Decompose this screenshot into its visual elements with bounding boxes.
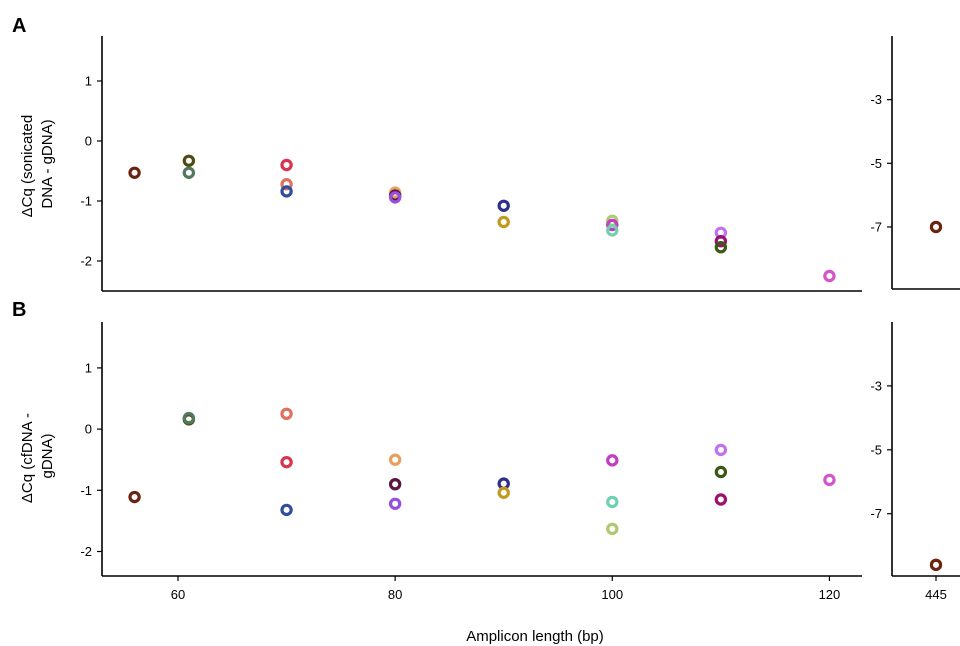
panel-b-data-point	[388, 453, 402, 466]
panel-a-inset-y-tick-label: -3	[870, 92, 882, 107]
x-axis-title: Amplicon length (bp)	[466, 628, 604, 645]
panel-b-y-tick-label: 1	[85, 360, 92, 375]
panel-b-inset-y-tick-label: -3	[870, 378, 882, 393]
panel-b-data-point	[606, 522, 619, 536]
plot-layer: 1 0 -1 -2 -3 -5 -7 1 0 -1 -2 60 80 100 120 -3 -5 -7 445	[80, 36, 960, 602]
panel-a-data-point	[280, 185, 293, 198]
panel-a-y-axis-title: ΔCq (sonicated DNA - gDNA)	[19, 111, 56, 218]
panel-a-inset-y-tick-label: -5	[870, 156, 882, 171]
panel-b-x-tick-label: 100	[601, 587, 623, 602]
panel-b-data-point	[388, 497, 402, 510]
panel-b-data-point	[714, 465, 728, 479]
panel-b-data-point	[182, 411, 196, 425]
panel-b-y-axis-title: ΔCq (cfDNA - gDNA)	[19, 409, 56, 503]
panel-a-letter: A	[12, 15, 26, 37]
panel-a-data-point	[497, 199, 510, 212]
panel-a-data-point	[128, 166, 141, 179]
panel-b-x-tick-label: 60	[171, 587, 185, 602]
panel-b-y-axis-title-line1: ΔCq (cfDNA -	[19, 413, 36, 503]
panel-a-data-point	[280, 158, 293, 172]
panel-a-data-point	[714, 240, 728, 254]
panel-a-data-point	[823, 269, 836, 283]
panel-b-y-tick-label: 0	[85, 422, 92, 437]
panel-a-data-point	[497, 215, 510, 229]
panel-b-data-point	[497, 486, 510, 499]
panel-b-y-tick-label: -1	[80, 483, 92, 498]
panel-b-y-axis-title-line2: gDNA)	[39, 433, 56, 478]
panel-b-inset-data-point	[929, 558, 943, 572]
panel-a-inset-y-tick-label: -7	[870, 219, 882, 234]
panel-a-y-tick-label: 0	[85, 134, 92, 149]
panel-b-x-tick-label: 120	[819, 587, 841, 602]
panel-b-letter: B	[12, 299, 26, 321]
panel-a-data-point	[714, 234, 728, 248]
panel-a-y-tick-label: -2	[80, 254, 92, 269]
panel-a-data-point	[606, 218, 619, 232]
panel-a-y-tick-label: -1	[80, 194, 92, 209]
panel-b-inset-y-tick-label: -7	[870, 506, 882, 521]
panel-a-data-point	[182, 166, 196, 179]
panel-a-data-point	[182, 154, 196, 167]
panel-b-data-point	[280, 407, 293, 421]
panel-b-data-point	[388, 477, 402, 491]
panel-b-inset-x-tick-label: 445	[925, 587, 947, 602]
panel-b-inset-y-tick-label: -5	[870, 442, 882, 457]
panel-a-y-axis-title-line2: DNA - gDNA)	[39, 119, 56, 208]
panel-a-data-point	[606, 224, 619, 237]
panel-b-data-point	[714, 493, 728, 506]
panel-b-x-tick-label: 80	[388, 587, 402, 602]
panel-b-data-point	[280, 503, 293, 517]
panel-b-data-point	[606, 495, 619, 509]
panel-a-y-axis-title-line1: ΔCq (sonicated	[19, 115, 36, 218]
panel-b-data-point	[714, 443, 728, 457]
panel-a-data-point	[388, 191, 402, 204]
panel-b-data-point	[823, 473, 836, 487]
panel-a-y-tick-label: 1	[85, 74, 92, 89]
panel-a-inset-data-point	[929, 220, 943, 234]
panel-b-data-point	[606, 454, 619, 467]
panel-a-data-point	[280, 177, 293, 191]
panel-b-data-point	[280, 455, 293, 469]
panel-b-y-tick-label: -2	[80, 544, 92, 559]
panel-b-data-point	[128, 490, 141, 504]
